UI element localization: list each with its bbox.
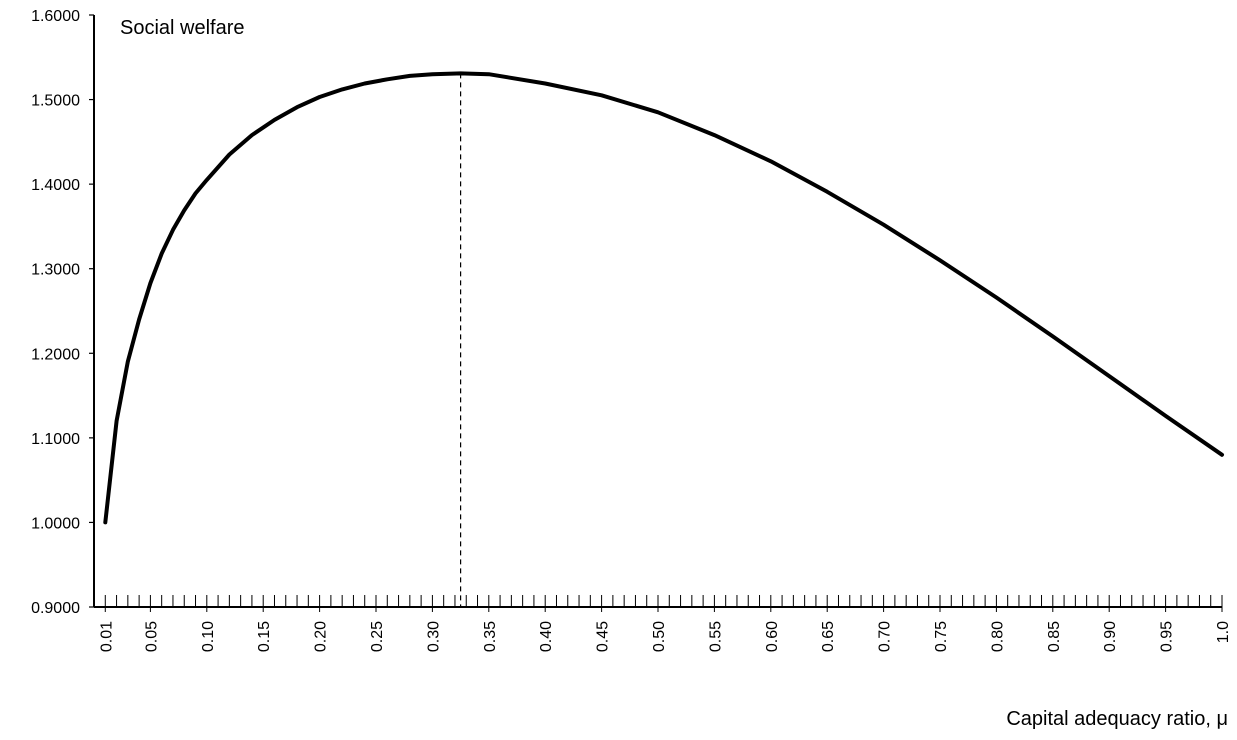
x-tick-label: 0.80 [989,621,1006,652]
x-tick-label: 0.50 [651,621,668,652]
x-tick-label: 0.45 [595,621,612,652]
x-tick-label: 0.70 [877,621,894,652]
x-tick-label: 1.0 [1215,621,1232,643]
x-axis: 0.01 0.05 0.10 0.15 0.20 0.25 0.30 0.35 0.40 0.45… [98,595,1232,652]
x-tick-label: 0.95 [1159,621,1176,652]
y-tick-label: 1.4000 [31,177,80,194]
social-welfare-line [103,71,1224,525]
y-tick-label: 1.1000 [31,431,80,448]
x-tick-label: 0.75 [933,621,950,652]
x-tick-label: 0.10 [200,621,217,652]
y-tick-label: 1.2000 [31,346,80,363]
x-tick-label: 0.25 [369,621,386,652]
y-axis: 0.9000 1.0000 1.1000 1.2000 1.3000 1.4000 1.50… [31,8,94,617]
y-tick-label: 1.5000 [31,93,80,110]
x-tick-label: 0.20 [313,621,330,652]
y-tick-label: 1.0000 [31,515,80,532]
x-tick-label: 0.60 [764,621,781,652]
y-tick-label: 1.6000 [31,8,80,25]
x-tick-label: 0.65 [820,621,837,652]
y-tick-label: 1.3000 [31,262,80,279]
x-tick-label: 0.35 [482,621,499,652]
x-tick-label: 0.01 [98,621,115,652]
x-tick-label: 0.90 [1102,621,1119,652]
x-tick-label: 0.30 [425,621,442,652]
x-axis-label: Capital adequacy ratio, μ [1006,708,1228,730]
x-tick-label: 0.05 [143,621,160,652]
x-tick-label: 0.55 [707,621,724,652]
chart-title: Social welfare [120,17,245,39]
x-tick-label: 0.15 [256,621,273,652]
y-tick-label: 0.9000 [31,600,80,617]
x-tick-label: 0.85 [1046,621,1063,652]
x-tick-label: 0.40 [538,621,555,652]
